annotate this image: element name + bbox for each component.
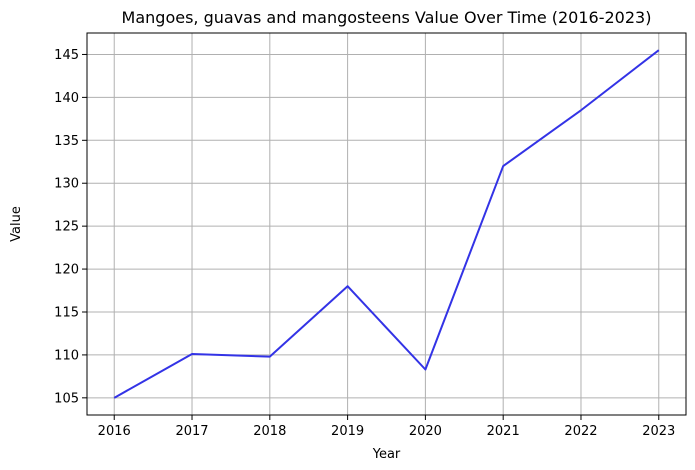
y-tick-label: 125: [54, 220, 79, 235]
y-tick-label: 110: [54, 348, 79, 363]
grid: [87, 33, 686, 415]
series-layer: [113, 49, 660, 399]
y-axis: 105 110 115 120 125 130 135 140 145: [54, 48, 87, 406]
x-tick-label: 2023: [642, 424, 675, 439]
x-tick-label: 2017: [175, 424, 208, 439]
x-tick-label: 2016: [98, 424, 131, 439]
x-tick-label: 2019: [331, 424, 364, 439]
y-tick-label: 135: [54, 134, 79, 149]
x-tick-label: 2018: [253, 424, 286, 439]
x-tick-label: 2022: [564, 424, 597, 439]
x-tick-label: 2020: [409, 424, 442, 439]
x-axis: 2016 2017 2018 2019 2020 2021 2022 2023: [98, 415, 675, 439]
y-axis-label: Value: [9, 206, 24, 242]
y-tick-label: 105: [54, 391, 79, 406]
y-tick-label: 130: [54, 177, 79, 192]
series-line: [113, 49, 660, 399]
plot-frame: [86, 32, 687, 416]
chart-title: Mangoes, guavas and mangosteens Value Ov…: [122, 8, 652, 27]
x-tick-label: 2021: [487, 424, 520, 439]
x-axis-label: Year: [372, 447, 401, 462]
y-tick-label: 145: [54, 48, 79, 63]
y-tick-label: 120: [54, 263, 79, 278]
y-tick-label: 115: [54, 305, 79, 320]
y-tick-label: 140: [54, 91, 79, 106]
